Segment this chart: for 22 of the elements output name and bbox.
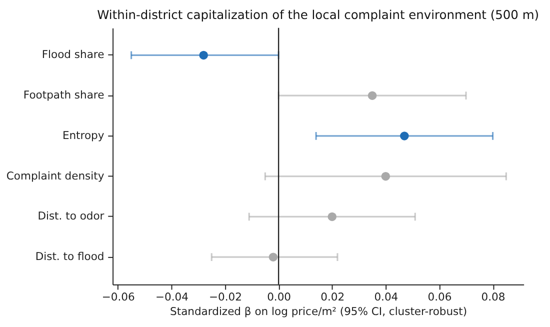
x-tick-label: −0.02 — [209, 290, 242, 304]
x-tick-label: 0.02 — [320, 290, 345, 304]
x-tick-label: 0.08 — [481, 290, 506, 304]
x-tick-label: 0.04 — [374, 290, 398, 304]
point — [400, 132, 409, 140]
point — [328, 212, 336, 222]
y-tick-label: Complaint density — [6, 169, 105, 182]
y-tick-label: Entropy — [62, 128, 105, 142]
x-axis-title: Standardized β on log price/m² (95% CI, cluster-robust) — [170, 305, 468, 318]
point — [268, 252, 278, 262]
y-tick-label: Dist. to flood — [35, 250, 104, 264]
x-tick-label: −0.06 — [102, 290, 136, 304]
point — [381, 172, 390, 181]
point — [368, 91, 377, 100]
chart-title: Within-district capitalization of the local complaint environment (500 m) — [97, 8, 539, 22]
x-tick-label: −0.04 — [155, 290, 189, 304]
x-tick-label: 0.00 — [267, 290, 292, 304]
y-tick-label: Flood share — [42, 48, 105, 62]
x-tick-label: 0.06 — [428, 290, 452, 304]
y-tick-label: Dist. to odor — [38, 210, 105, 223]
y-tick-label: Footpath share — [23, 88, 105, 102]
point — [199, 50, 208, 60]
